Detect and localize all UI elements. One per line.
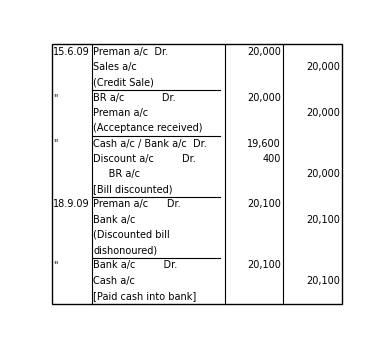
Text: 20,000: 20,000	[247, 47, 281, 57]
Text: 20,100: 20,100	[247, 260, 281, 270]
Text: Preman a/c  Dr.: Preman a/c Dr.	[93, 47, 169, 57]
Text: ": "	[53, 139, 58, 149]
Text: 19,600: 19,600	[247, 139, 281, 149]
Text: 20,100: 20,100	[306, 276, 340, 286]
Text: ": "	[53, 93, 58, 103]
Text: Sales a/c: Sales a/c	[93, 62, 137, 72]
Text: Preman a/c      Dr.: Preman a/c Dr.	[93, 200, 181, 209]
Text: 400: 400	[262, 154, 281, 164]
Text: (Acceptance received): (Acceptance received)	[93, 123, 203, 133]
Text: [Paid cash into bank]: [Paid cash into bank]	[93, 291, 196, 301]
Text: dishonoured): dishonoured)	[93, 245, 157, 255]
Text: 20,000: 20,000	[247, 93, 281, 103]
Text: Discount a/c         Dr.: Discount a/c Dr.	[93, 154, 196, 164]
Text: Preman a/c: Preman a/c	[93, 108, 149, 118]
Text: [Bill discounted): [Bill discounted)	[93, 184, 173, 194]
Text: BR a/c            Dr.: BR a/c Dr.	[93, 93, 176, 103]
Text: 18.9.09: 18.9.09	[53, 200, 90, 209]
Text: 20,100: 20,100	[247, 200, 281, 209]
Text: (Credit Sale): (Credit Sale)	[93, 77, 154, 88]
Text: 20,000: 20,000	[306, 169, 340, 179]
Text: Bank a/c: Bank a/c	[93, 215, 136, 225]
Text: ": "	[53, 260, 58, 270]
Text: 20,000: 20,000	[306, 62, 340, 72]
Text: Cash a/c: Cash a/c	[93, 276, 135, 286]
Text: (Discounted bill: (Discounted bill	[93, 230, 170, 240]
Text: BR a/c: BR a/c	[93, 169, 140, 179]
Text: 15.6.09: 15.6.09	[53, 47, 90, 57]
Text: 20,100: 20,100	[306, 215, 340, 225]
Text: Cash a/c / Bank a/c  Dr.: Cash a/c / Bank a/c Dr.	[93, 139, 207, 149]
Text: Bank a/c         Dr.: Bank a/c Dr.	[93, 260, 178, 270]
Text: 20,000: 20,000	[306, 108, 340, 118]
